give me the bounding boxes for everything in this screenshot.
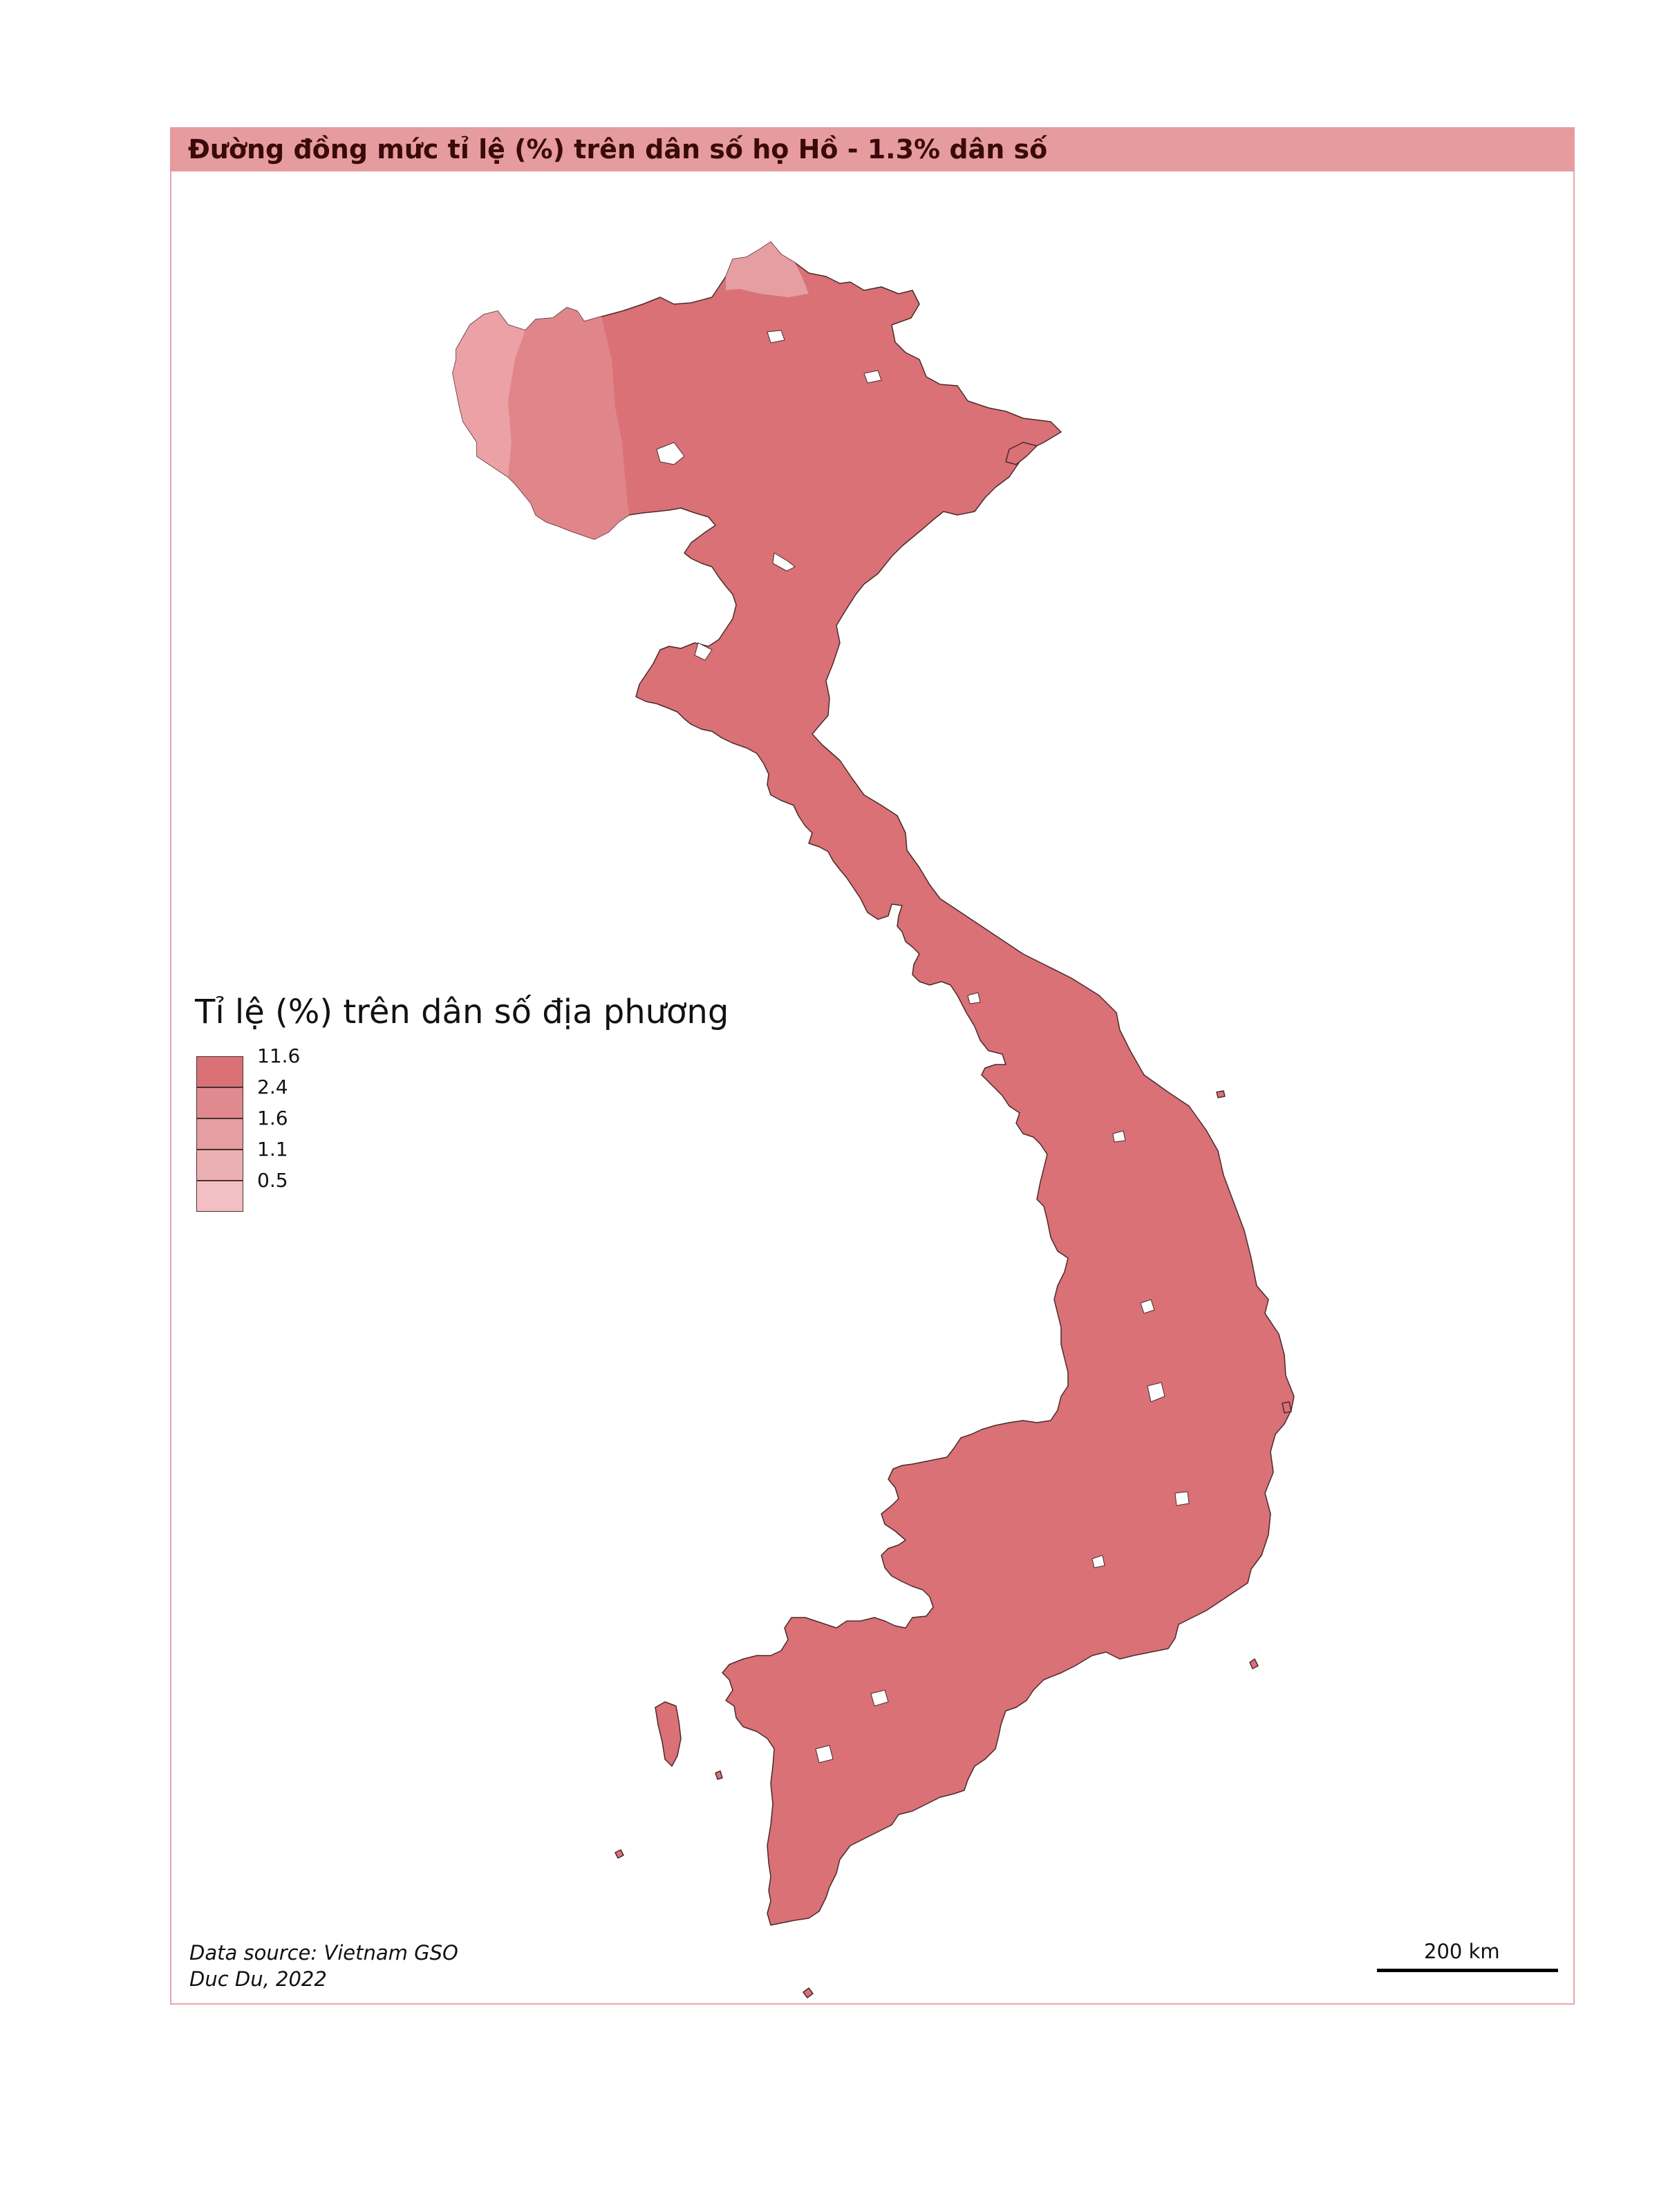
map-title: Đường đồng mức tỉ lệ (%) trên dân số họ … [188,134,1048,165]
legend-label-3: 1.1 [257,1138,288,1161]
scale-bar [1377,1969,1558,1972]
legend-label-4: 0.5 [257,1169,288,1192]
small-island-5 [715,1770,723,1780]
title-bar [170,127,1575,171]
data-source-line: Data source: Vietnam GSO [189,1941,458,1965]
north-tip-zone [726,242,809,297]
bay-islands [1005,442,1038,465]
legend-label-0: 11.6 [257,1044,301,1067]
small-island-4 [1282,1401,1292,1414]
legend-swatch-4 [196,1181,243,1212]
northwest-mid-zone [508,308,629,539]
con-dao-island [803,1987,814,1998]
small-island-3 [1216,1090,1226,1098]
phu-quoc-island [655,1701,682,1767]
legend-swatch-0 [196,1056,243,1087]
legend-swatch-2 [196,1118,243,1150]
legend-swatch-3 [196,1150,243,1181]
land-mass [452,241,1295,1998]
small-island-1 [615,1849,624,1859]
small-island-2 [1249,1658,1259,1669]
scale-label: 200 km [1424,1940,1500,1963]
legend-swatch-1 [196,1087,243,1118]
author-line: Duc Du, 2022 [189,1967,327,1991]
legend-title: Tỉ lệ (%) trên dân số địa phương [195,993,729,1031]
northwest-light-zone [453,311,525,477]
legend-label-1: 2.4 [257,1076,288,1098]
legend-label-2: 1.6 [257,1107,288,1130]
mainland [452,241,1295,1926]
map-gaps [656,330,1190,1763]
